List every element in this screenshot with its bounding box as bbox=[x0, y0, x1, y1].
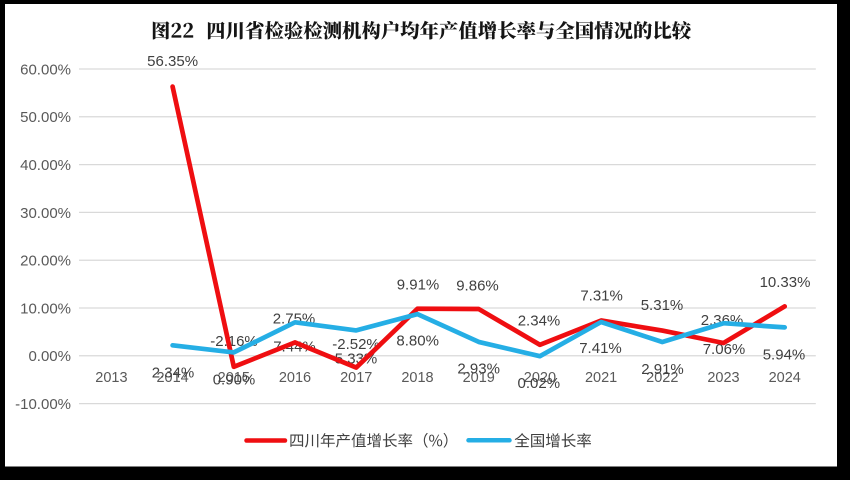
svg-text:2022: 2022 bbox=[646, 370, 678, 386]
svg-text:7.44%: 7.44% bbox=[273, 339, 316, 356]
svg-text:5.31%: 5.31% bbox=[641, 297, 684, 314]
svg-text:30.00%: 30.00% bbox=[20, 205, 71, 222]
svg-text:2.93%: 2.93% bbox=[457, 360, 500, 377]
svg-text:2016: 2016 bbox=[279, 370, 311, 386]
svg-text:40.00%: 40.00% bbox=[20, 157, 71, 174]
svg-text:50.00%: 50.00% bbox=[20, 109, 71, 126]
svg-text:7.41%: 7.41% bbox=[579, 340, 622, 357]
svg-text:20.00%: 20.00% bbox=[20, 253, 71, 270]
svg-text:2021: 2021 bbox=[585, 370, 617, 386]
svg-text:2013: 2013 bbox=[95, 370, 127, 386]
svg-text:2019: 2019 bbox=[463, 370, 495, 386]
svg-text:2018: 2018 bbox=[401, 370, 433, 386]
svg-text:0.02%: 0.02% bbox=[518, 375, 561, 392]
svg-text:2015: 2015 bbox=[218, 370, 250, 386]
svg-text:2014: 2014 bbox=[156, 370, 188, 386]
svg-text:10.00%: 10.00% bbox=[20, 300, 71, 317]
svg-text:2.34%: 2.34% bbox=[152, 364, 195, 381]
svg-text:-2.16%: -2.16% bbox=[210, 333, 258, 350]
svg-text:0.00%: 0.00% bbox=[28, 348, 71, 365]
svg-text:2023: 2023 bbox=[707, 370, 739, 386]
svg-text:2.34%: 2.34% bbox=[518, 312, 561, 329]
svg-text:56.35%: 56.35% bbox=[147, 53, 198, 70]
svg-text:0.90%: 0.90% bbox=[213, 371, 256, 388]
svg-text:8.80%: 8.80% bbox=[396, 332, 439, 349]
svg-text:2024: 2024 bbox=[769, 370, 801, 386]
svg-text:60.00%: 60.00% bbox=[20, 61, 71, 78]
svg-text:2017: 2017 bbox=[340, 370, 372, 386]
svg-text:10.33%: 10.33% bbox=[760, 274, 811, 291]
svg-text:9.86%: 9.86% bbox=[456, 277, 499, 294]
svg-text:2020: 2020 bbox=[524, 370, 556, 386]
svg-text:9.91%: 9.91% bbox=[397, 277, 440, 294]
svg-text:7.06%: 7.06% bbox=[703, 341, 746, 358]
svg-text:7.31%: 7.31% bbox=[580, 288, 623, 305]
svg-text:-2.52%: -2.52% bbox=[332, 336, 380, 353]
svg-text:5.94%: 5.94% bbox=[763, 346, 806, 363]
svg-text:-10.00%: -10.00% bbox=[15, 396, 71, 413]
svg-text:2.91%: 2.91% bbox=[641, 361, 684, 378]
